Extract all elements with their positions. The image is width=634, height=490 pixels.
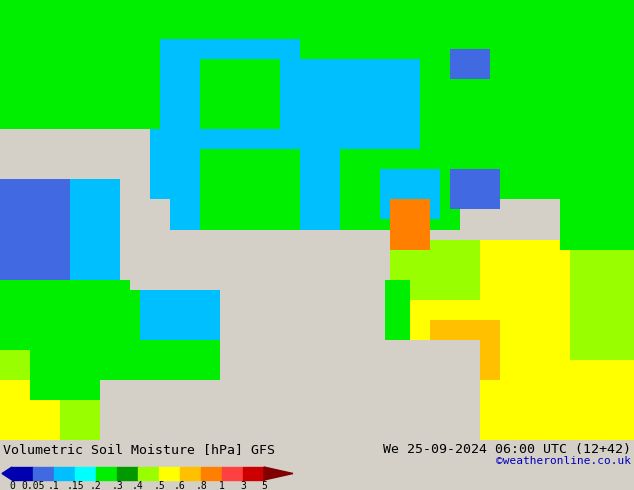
Bar (96, 467, 117, 480)
Text: .4: .4 (132, 481, 144, 490)
Bar (222, 467, 243, 480)
Bar (243, 467, 264, 480)
Text: .15: .15 (66, 481, 84, 490)
Polygon shape (264, 467, 293, 480)
Text: .6: .6 (174, 481, 186, 490)
Text: We 25-09-2024 06:00 UTC (12+42): We 25-09-2024 06:00 UTC (12+42) (383, 443, 631, 456)
Bar (138, 467, 159, 480)
Text: 0.05: 0.05 (22, 481, 45, 490)
Bar (54, 467, 75, 480)
Text: ©weatheronline.co.uk: ©weatheronline.co.uk (496, 456, 631, 466)
Text: .2: .2 (90, 481, 102, 490)
Bar (201, 467, 222, 480)
Text: .8: .8 (195, 481, 207, 490)
Text: 3: 3 (240, 481, 246, 490)
Bar (33, 467, 54, 480)
Bar (159, 467, 180, 480)
Bar (75, 467, 96, 480)
Text: .3: .3 (111, 481, 123, 490)
Bar (180, 467, 201, 480)
Text: Volumetric Soil Moisture [hPa] GFS: Volumetric Soil Moisture [hPa] GFS (3, 443, 275, 456)
Polygon shape (2, 467, 12, 480)
Text: .5: .5 (153, 481, 165, 490)
Text: 0: 0 (9, 481, 15, 490)
Bar (117, 467, 138, 480)
Text: 5: 5 (261, 481, 267, 490)
Text: 1: 1 (219, 481, 225, 490)
Bar (12, 467, 33, 480)
Text: .1: .1 (48, 481, 60, 490)
